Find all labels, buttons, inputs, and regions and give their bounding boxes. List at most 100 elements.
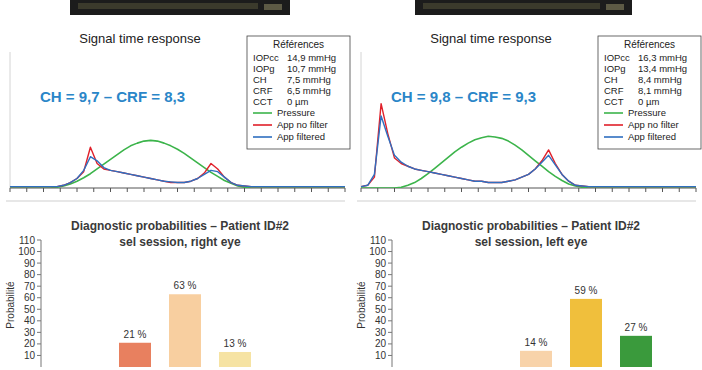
y-tick (37, 240, 41, 241)
y-tick-label: 60 (24, 292, 36, 303)
legend: RéférencesIOPcc14,9 mmHgIOPg10,7 mmHgCH7… (247, 36, 350, 149)
annotation: CH = 9,8 – CRF = 9,3 (391, 88, 536, 105)
y-tick (37, 320, 41, 321)
chart-subtitle: sel session, right eye (119, 235, 241, 249)
y-tick (37, 286, 41, 287)
y-tick-label: 100 (369, 246, 386, 257)
x-tick (60, 188, 61, 192)
reference-value: 10,7 mmHg (287, 63, 336, 74)
data-label: 27 % (625, 322, 648, 333)
x-tick (495, 188, 496, 192)
screenshot-strip-detail (264, 4, 282, 10)
legend-box (247, 36, 350, 149)
series-line (10, 157, 345, 187)
x-tick (511, 188, 512, 192)
y-tick (37, 343, 41, 344)
y-tick-label: 30 (375, 327, 387, 338)
y-tick (37, 332, 41, 333)
x-tick (328, 188, 329, 192)
x-tick (144, 188, 145, 192)
screenshot-strip (70, 0, 290, 15)
x-tick (110, 188, 111, 192)
y-tick-label: 40 (375, 315, 387, 326)
data-label: 13 % (224, 338, 247, 349)
y-tick (37, 251, 41, 252)
x-tick (160, 188, 161, 192)
screenshot-strip-detail (423, 3, 600, 9)
x-tick (177, 188, 178, 192)
x-tick (311, 188, 312, 192)
bar (620, 336, 652, 367)
bar (169, 294, 201, 367)
y-tick (388, 274, 392, 275)
y-tick-label: 50 (375, 304, 387, 315)
reference-value: 8,4 mmHg (638, 74, 682, 85)
bar-chart: Diagnostic probabilities – Patient ID#2s… (5, 219, 289, 367)
x-tick (227, 188, 228, 192)
y-tick-label: 110 (370, 235, 386, 246)
y-axis-label: Probabilité (356, 281, 367, 329)
reference-label: IOPg (253, 63, 275, 74)
y-tick-label: 70 (24, 281, 36, 292)
y-tick-label: 20 (24, 338, 36, 349)
legend-label: App filtered (277, 131, 325, 142)
y-tick (388, 297, 392, 298)
series-line (361, 116, 696, 187)
x-tick (244, 188, 245, 192)
x-tick (345, 188, 346, 192)
bar (570, 299, 602, 367)
annotation: CH = 9,7 – CRF = 8,3 (40, 88, 185, 105)
reference-value: 13,4 mmHg (638, 63, 687, 74)
y-tick-label: 80 (24, 269, 36, 280)
reference-label: CRF (253, 85, 273, 96)
data-label: 63 % (174, 280, 197, 291)
x-tick (428, 188, 429, 192)
data-label: 14 % (525, 337, 548, 348)
legend-swatch (604, 112, 623, 114)
x-tick (629, 188, 630, 192)
data-label: 21 % (124, 329, 147, 340)
y-tick-label: 10 (24, 350, 36, 361)
y-tick (37, 309, 41, 310)
x-tick (528, 188, 529, 192)
panel-separator (6, 201, 345, 202)
x-tick (261, 188, 262, 192)
legend-label: App no filter (277, 119, 328, 130)
bar (520, 351, 552, 367)
legend-swatch (253, 124, 272, 126)
reference-value: 14,9 mmHg (287, 52, 336, 63)
legend-label: App no filter (628, 119, 679, 130)
chart-title: Signal time response (79, 31, 200, 46)
x-tick (662, 188, 663, 192)
x-tick (595, 188, 596, 192)
reference-label: CH (604, 74, 618, 85)
reference-value: 7,5 mmHg (287, 74, 331, 85)
plot-area (520, 299, 652, 367)
legend: RéférencesIOPcc16,3 mmHgIOPg13,4 mmHgCH8… (598, 36, 701, 149)
x-tick (645, 188, 646, 192)
legend-label: Pressure (277, 107, 315, 118)
chart-title: Signal time response (430, 31, 551, 46)
y-tick (388, 343, 392, 344)
y-tick-label: 70 (375, 281, 387, 292)
reference-value: 8,1 mmHg (638, 85, 682, 96)
series-line (10, 147, 345, 186)
y-tick (37, 263, 41, 264)
y-tick-label: 20 (375, 338, 387, 349)
line-chart: Signal time response CH = 9,7 – CRF = 8,3… (10, 31, 350, 192)
x-tick (612, 188, 613, 192)
bar (470, 367, 502, 368)
y-axis (361, 52, 362, 188)
reference-label: IOPcc (604, 52, 630, 63)
x-tick (10, 188, 11, 192)
x-tick (377, 188, 378, 192)
x-tick (77, 188, 78, 192)
legend-title: Références (273, 39, 324, 50)
x-tick (294, 188, 295, 192)
screenshot-strip (415, 0, 632, 15)
line-chart: Signal time response CH = 9,8 – CRF = 9,3… (361, 31, 701, 192)
x-tick (478, 188, 479, 192)
legend-swatch (253, 112, 272, 114)
legend-swatch (604, 124, 623, 126)
chart-subtitle: sel session, left eye (475, 235, 588, 249)
